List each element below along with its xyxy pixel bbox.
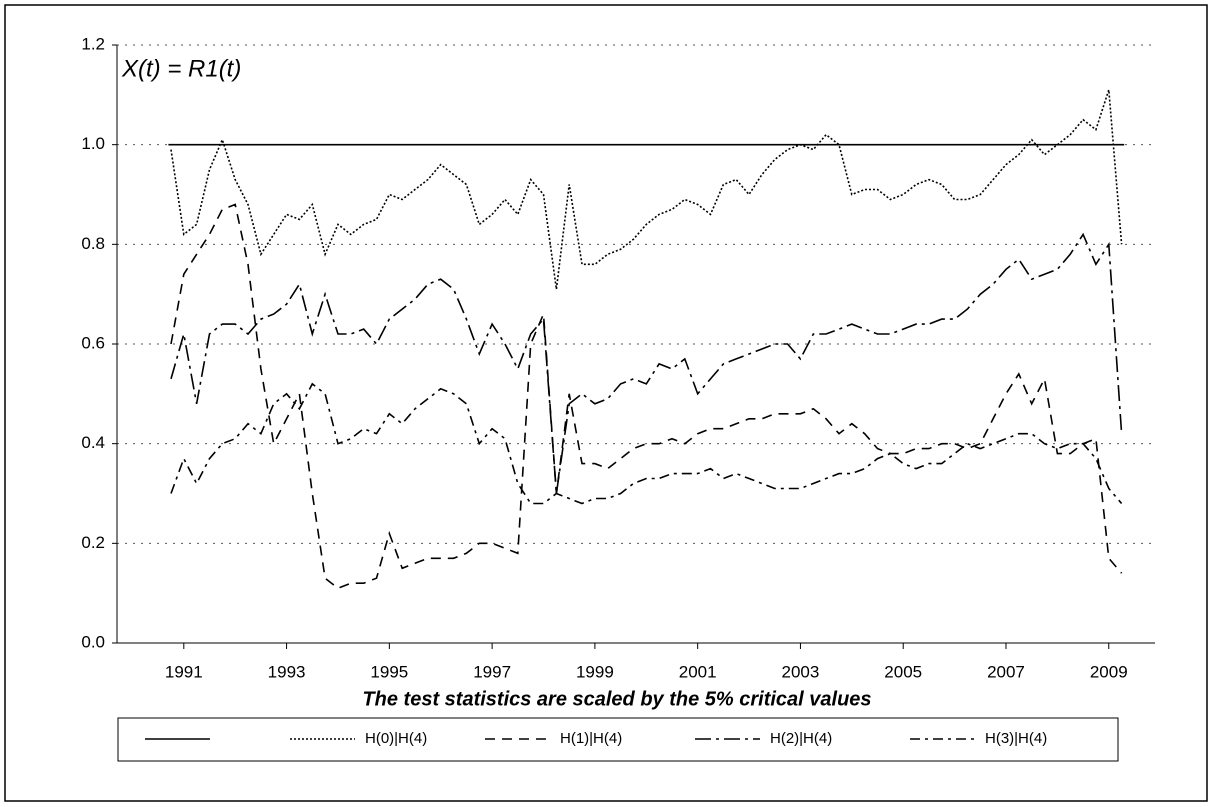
series-line bbox=[170, 89, 1123, 290]
legend-label: H(2)|H(4) bbox=[770, 730, 832, 747]
legend-label: H(1)|H(4) bbox=[560, 730, 622, 747]
x-tick-label: 1999 bbox=[576, 662, 614, 681]
legend-box bbox=[117, 717, 1119, 762]
x-tick-label: 2001 bbox=[679, 662, 717, 681]
x-tick-label: 1995 bbox=[370, 662, 408, 681]
x-tick-label: 1991 bbox=[165, 662, 203, 681]
series-line bbox=[170, 232, 1123, 494]
x-tick-label: 2003 bbox=[782, 662, 820, 681]
y-tick-label: 0.8 bbox=[81, 234, 105, 253]
series-line bbox=[170, 382, 1123, 505]
annotation: X(t) = R1(t) bbox=[121, 55, 241, 82]
frame bbox=[4, 4, 1208, 802]
legend-label: H(3)|H(4) bbox=[985, 730, 1047, 747]
y-tick-label: 1.0 bbox=[81, 134, 105, 153]
x-tick-label: 2005 bbox=[884, 662, 922, 681]
x-axis-title: The test statistics are scaled by the 5%… bbox=[362, 688, 871, 710]
x-tick-label: 2007 bbox=[987, 662, 1025, 681]
y-tick-label: 0.4 bbox=[81, 433, 105, 452]
x-tick-label: 1997 bbox=[473, 662, 511, 681]
y-tick-label: 1.2 bbox=[81, 34, 105, 53]
y-tick-label: 0.6 bbox=[81, 333, 105, 352]
x-tick-label: 2009 bbox=[1090, 662, 1128, 681]
y-tick-label: 0.0 bbox=[81, 632, 105, 651]
x-tick-label: 1993 bbox=[268, 662, 306, 681]
legend-label: H(0)|H(4) bbox=[365, 730, 427, 747]
series-line bbox=[170, 203, 1123, 590]
y-tick-label: 0.2 bbox=[81, 533, 105, 552]
